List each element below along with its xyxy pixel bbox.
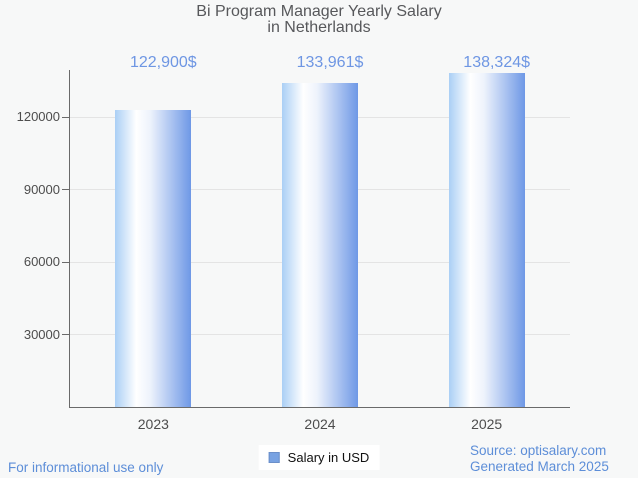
- salary-bar-2024[interactable]: [282, 83, 358, 407]
- bar-value-label: 122,900$: [129, 54, 197, 71]
- chart-title-line2: in Netherlands: [267, 19, 371, 36]
- legend-label: Salary in USD: [287, 450, 370, 465]
- legend-item-salary[interactable]: Salary in USD: [258, 445, 380, 470]
- salary-bar-2025[interactable]: [448, 72, 525, 407]
- chart-title: Bi Program Manager Yearly Salary in Neth…: [0, 4, 638, 36]
- x-axis-label: 2024: [304, 416, 336, 432]
- x-axis-label: 2023: [137, 416, 169, 432]
- source-attribution: Source: optisalary.com Generated March 2…: [470, 443, 609, 475]
- y-axis-tick-label: 90000: [23, 181, 60, 197]
- y-axis-tick-label: 120000: [16, 109, 60, 124]
- salary-bar-2023[interactable]: [115, 110, 192, 407]
- bar-value-label: 138,324$: [463, 54, 531, 71]
- bar-value-label: 133,961$: [296, 54, 364, 71]
- y-tick-mark: [62, 189, 70, 190]
- y-axis-line: [69, 70, 70, 407]
- legend-swatch-icon: [268, 452, 280, 463]
- plot-area: 30000 60000 90000 120000 2023 122,900$ 2024 133…: [17, 54, 570, 432]
- disclaimer-text: For informational use only: [8, 460, 164, 475]
- y-tick-mark: [62, 334, 70, 335]
- x-axis-label: 2025: [471, 416, 503, 432]
- chart-title-line1: Bi Program Manager Yearly Salary: [196, 3, 442, 20]
- y-axis-tick-label: 30000: [23, 326, 60, 342]
- generated-text: Generated March 2025: [470, 459, 609, 474]
- y-tick-mark: [62, 116, 70, 118]
- y-tick-mark: [62, 261, 70, 263]
- x-axis-line: [69, 407, 570, 408]
- y-axis-tick-label: 60000: [23, 254, 60, 269]
- source-text: Source: optisalary.com: [470, 443, 607, 458]
